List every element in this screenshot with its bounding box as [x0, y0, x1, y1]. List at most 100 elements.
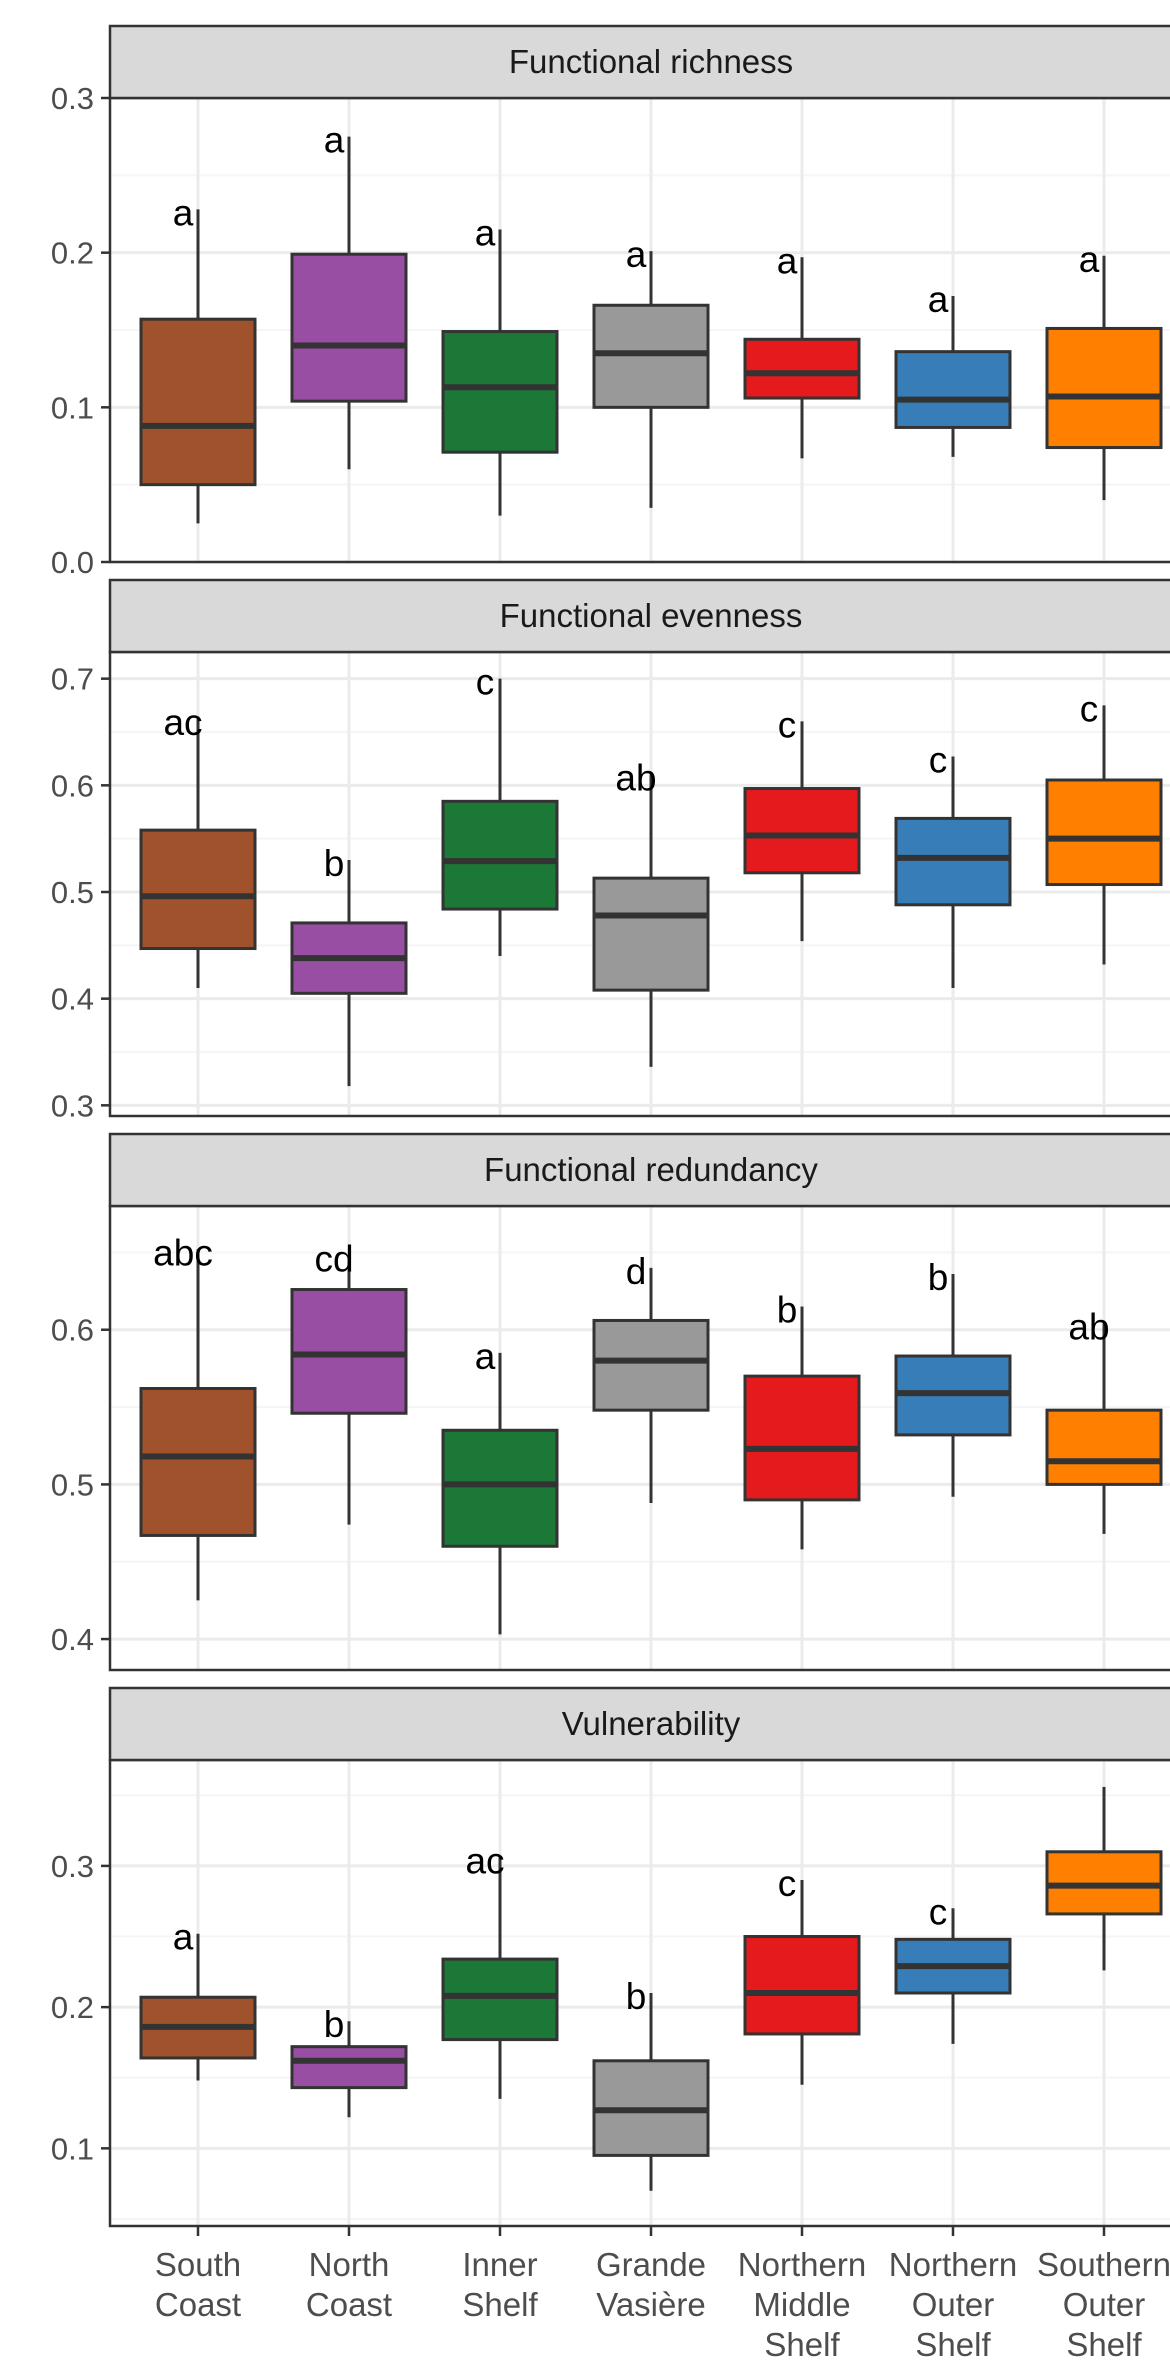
box-2: a — [290, 120, 408, 470]
box-1: a — [139, 192, 257, 524]
x-tick-label-line: Northern — [889, 2246, 1017, 2283]
box-body — [743, 787, 861, 875]
box-body — [139, 828, 257, 951]
facet-title: Functional evenness — [500, 597, 803, 634]
significance-label: a — [1079, 239, 1100, 280]
x-tick-label-line: North — [309, 2246, 390, 2283]
x-tick-label-line: Grande — [596, 2246, 706, 2283]
box-5: c — [743, 1863, 861, 2085]
significance-label: b — [626, 1976, 647, 2017]
significance-label: cd — [314, 1238, 353, 1279]
significance-label: a — [626, 234, 647, 275]
box-body — [894, 816, 1012, 907]
box-3: c — [441, 662, 559, 956]
significance-label: b — [324, 843, 345, 884]
box-1: abc — [139, 1232, 257, 1601]
significance-label: ac — [163, 702, 202, 743]
box-7: c — [1045, 688, 1163, 965]
x-tick-label: North Coast — [306, 2246, 392, 2323]
box-body — [441, 330, 559, 454]
x-tick-label-line: Northern — [738, 2246, 866, 2283]
box-body — [743, 1374, 861, 1502]
box-7: a — [1045, 239, 1163, 501]
significance-label: b — [324, 2004, 345, 2045]
box-body — [592, 876, 710, 992]
box-body — [592, 303, 710, 409]
x-tick-label: South Coast — [155, 2246, 241, 2323]
box-4: d — [592, 1251, 710, 1503]
x-tick-label: Northern Outer Shelf — [889, 2246, 1017, 2363]
box-3: a — [441, 212, 559, 516]
y-tick-label: 0.3 — [51, 1849, 94, 1884]
significance-label: c — [778, 1863, 797, 1904]
significance-label: abc — [153, 1232, 213, 1273]
y-tick-label: 0.2 — [51, 1990, 94, 2025]
box-body — [894, 350, 1012, 429]
facet-title: Functional redundancy — [484, 1151, 818, 1188]
box-4: a — [592, 234, 710, 508]
panel-background — [110, 1206, 1170, 1670]
box-body — [139, 317, 257, 487]
facet-title: Vulnerability — [562, 1705, 741, 1742]
x-tick-label: Inner Shelf — [462, 2246, 538, 2323]
box-2: cd — [290, 1238, 408, 1525]
y-tick-label: 0.1 — [51, 390, 94, 425]
y-tick-label: 0.6 — [51, 768, 94, 803]
panel-2: ac b c ab c c c 0.3 0.4 0.5 0.6 0.7 Functional evenn… — [51, 578, 1170, 1123]
box-5: b — [743, 1290, 861, 1550]
box-body — [139, 1387, 257, 1537]
x-tick-label: Southern Outer Shelf — [1037, 2246, 1170, 2363]
y-tick-label: 0.1 — [51, 2131, 94, 2166]
box-6: c — [894, 740, 1012, 988]
box-body — [441, 1428, 559, 1548]
significance-label: b — [777, 1290, 798, 1331]
y-tick-label: 0.4 — [51, 1622, 94, 1657]
x-tick-label-line: Outer — [1063, 2286, 1146, 2323]
significance-label: d — [626, 1251, 647, 1292]
y-tick-label: 0.4 — [51, 982, 94, 1017]
x-tick-label-line: Outer — [912, 2286, 995, 2323]
significance-label: c — [929, 1891, 948, 1932]
box-1: ac — [139, 702, 257, 988]
significance-label: a — [928, 279, 949, 320]
significance-label: ab — [1068, 1307, 1109, 1348]
box-3: a — [441, 1336, 559, 1635]
x-tick-label-line: Middle — [753, 2286, 850, 2323]
x-tick-label-line: Inner — [462, 2246, 537, 2283]
box-body — [1045, 778, 1163, 887]
y-tick-label: 0.0 — [51, 545, 94, 580]
box-2: b — [290, 843, 408, 1087]
panel-4: a b ac b c c 0.1 0.2 0.3 Vulnerability — [51, 1686, 1170, 2228]
box-6: a — [894, 279, 1012, 457]
facet-strip — [108, 1132, 1170, 1208]
box-5: c — [743, 704, 861, 942]
box-body — [743, 1935, 861, 2036]
x-tick-label: Grande Vasière — [596, 2246, 706, 2323]
significance-label: b — [928, 1257, 949, 1298]
y-tick-label: 0.3 — [51, 1088, 94, 1123]
x-tick-label-line: Coast — [306, 2286, 392, 2323]
box-body — [1045, 1408, 1163, 1486]
box-body — [290, 252, 408, 403]
significance-label: a — [475, 1336, 496, 1377]
facet-title: Functional richness — [509, 43, 793, 80]
significance-label: c — [476, 662, 495, 703]
facet-strip — [108, 24, 1170, 100]
significance-label: ac — [465, 1840, 504, 1881]
y-tick-label: 0.7 — [51, 662, 94, 697]
significance-label: a — [173, 192, 194, 233]
x-tick-label: Northern Middle Shelf — [738, 2246, 866, 2363]
significance-label: c — [778, 704, 797, 745]
box-3: ac — [441, 1840, 559, 2099]
significance-label: c — [1080, 688, 1099, 729]
y-tick-label: 0.3 — [51, 81, 94, 116]
box-body — [743, 337, 861, 400]
box-body — [592, 1318, 710, 1412]
box-body — [290, 2045, 408, 2090]
significance-label: c — [929, 740, 948, 781]
box-7: ab — [1045, 1307, 1163, 1534]
x-tick-label-line: Coast — [155, 2286, 241, 2323]
x-tick-label-line: Shelf — [764, 2326, 840, 2363]
